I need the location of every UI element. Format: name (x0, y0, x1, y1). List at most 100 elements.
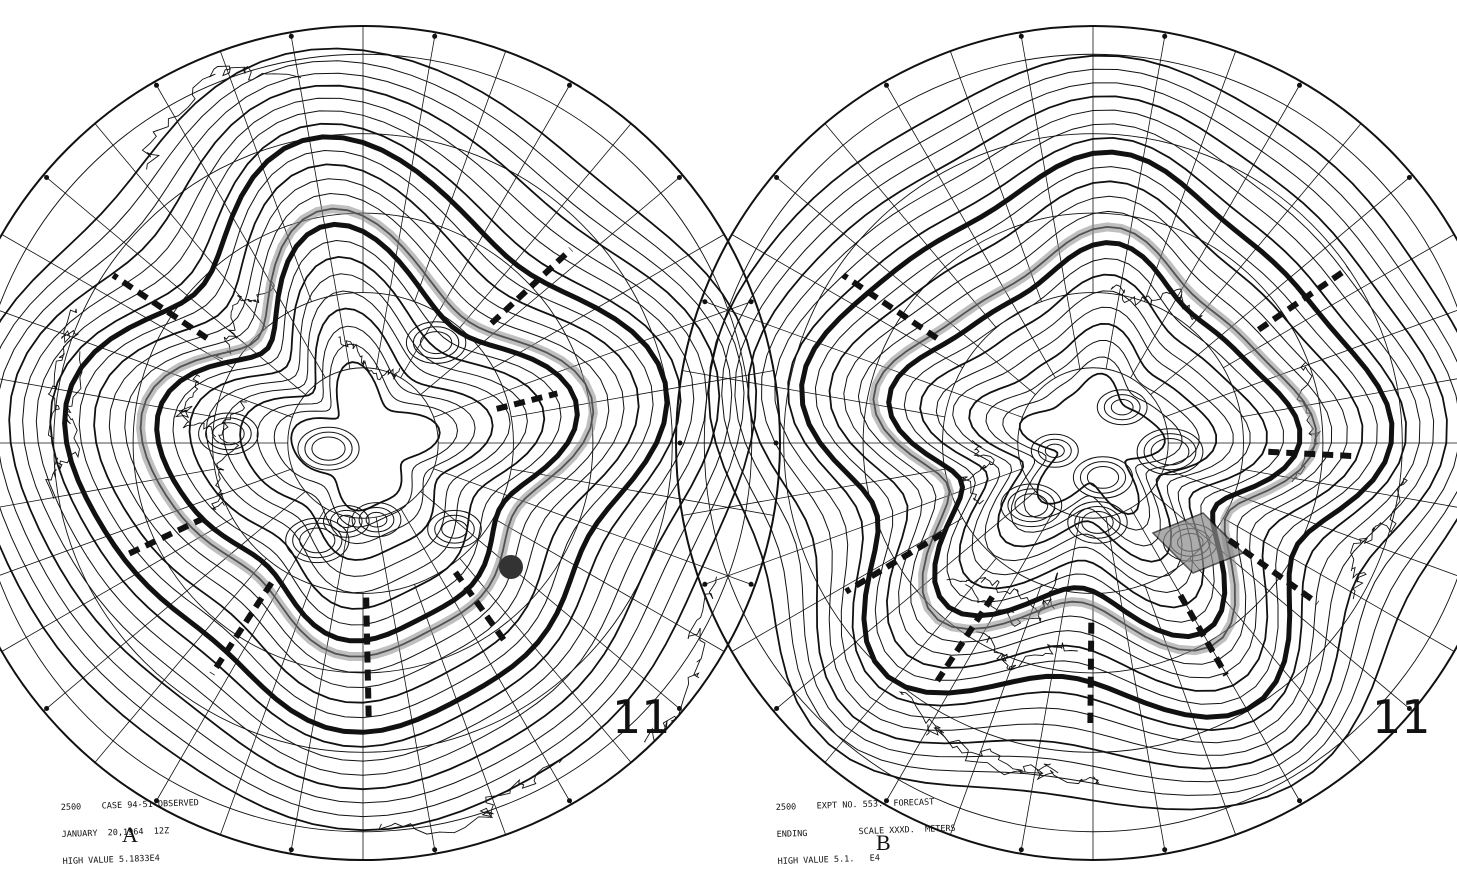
cell-contour (1037, 438, 1072, 463)
limb-marker (702, 299, 708, 305)
meridian-line (0, 370, 215, 418)
meridian-line (883, 507, 1056, 806)
contour-line (0, 60, 745, 818)
coastline (378, 757, 564, 835)
cell-contour (441, 519, 468, 539)
map-rim (675, 25, 1457, 861)
meridian-line (1020, 31, 1081, 369)
cell-contour (427, 509, 482, 549)
limb-marker (44, 706, 50, 711)
coastline (643, 576, 717, 743)
contour-line (747, 95, 1448, 770)
contour-line (93, 163, 640, 704)
contour-icon (0, 47, 758, 832)
meridian-line (0, 233, 233, 369)
limb-marker (676, 175, 682, 180)
meridian-line (1150, 173, 1414, 395)
limb-marker (432, 847, 438, 853)
contour-line (774, 123, 1421, 744)
coastline-icon (45, 65, 717, 835)
map-b-caption: 2500 EXPT NO. 553. FORECAST ENDING SCALE… (775, 780, 957, 876)
coastline (174, 374, 217, 438)
cell-contour (299, 527, 336, 554)
cell-contour (205, 417, 252, 451)
meridian-line (681, 370, 945, 418)
meridian-line (1105, 517, 1166, 855)
limb-marker (154, 798, 159, 804)
limb-marker (1018, 847, 1024, 853)
cell-contour (1014, 493, 1049, 518)
contour-line (985, 340, 1200, 547)
cell-contour (1007, 488, 1056, 523)
limb-marker (1406, 706, 1412, 711)
cell-contour (351, 502, 402, 538)
coastline (976, 631, 1078, 671)
contour-line (814, 166, 1378, 705)
cell-contour (323, 505, 370, 538)
trough-axis (1177, 593, 1229, 677)
cell-contour (285, 517, 350, 564)
limb-marker (1162, 847, 1168, 853)
contour-line (935, 290, 1251, 594)
meridian-line (1163, 468, 1457, 587)
cell-contour (330, 509, 363, 533)
contour-line (22, 97, 708, 776)
meridian-line (681, 468, 945, 516)
limb-marker (1162, 33, 1168, 39)
contour-line (49, 122, 682, 748)
contour-line (0, 47, 758, 832)
trough-axis (1227, 537, 1320, 606)
cell-contour (1136, 428, 1204, 476)
limb-marker (567, 798, 572, 804)
limb-marker (1406, 175, 1412, 180)
contour-line (828, 180, 1364, 692)
contour-line (787, 136, 1407, 732)
coastline (338, 336, 401, 381)
contour-line (273, 343, 459, 528)
meridian-line (1223, 233, 1456, 369)
map-b-caption-line-2: ENDING SCALE XXXD. METERS (776, 823, 956, 840)
filled-low (499, 555, 523, 579)
contour-line (734, 82, 1457, 783)
limb-marker (677, 440, 683, 446)
meridian-line (400, 507, 573, 806)
map-b-caption-line-3: HIGH VALUE 5.1. E4 (777, 853, 881, 867)
meridian-line (1105, 31, 1166, 369)
meridian-line (375, 31, 436, 369)
meridian-line (400, 80, 573, 379)
bold-contour (62, 134, 670, 735)
cell-contour (1067, 501, 1128, 544)
cell-contour (304, 431, 353, 466)
map-b-caption-line-1: 2500 EXPT NO. 553. FORECAST (775, 797, 935, 813)
trough-axis (495, 390, 559, 412)
meridian-lines (675, 25, 1457, 861)
pressure-cells (198, 321, 523, 579)
map-b-forecast (675, 25, 1457, 861)
coastline (210, 401, 247, 511)
meridian-line (290, 31, 351, 369)
cell-contour (337, 514, 356, 529)
contour-line (721, 68, 1457, 796)
cell-contour (311, 436, 346, 461)
limb-marker (702, 581, 708, 587)
meridian-line (823, 558, 997, 764)
map-a-caption-line-3: HIGH VALUE 5.1833E4 (62, 853, 161, 867)
shaded-band (868, 222, 1321, 656)
meridian-line (420, 491, 684, 713)
map-a-caption-line-1: 2500 CASE 94-51 OBSERVED (60, 798, 200, 813)
trough-axis (489, 247, 574, 326)
contour-line (222, 290, 511, 577)
map-a-caption-line-2: JANUARY 20,1964 12Z (61, 826, 170, 840)
trough-axis-icon (841, 265, 1352, 724)
contour-icon (707, 54, 1457, 811)
shaded-band (136, 204, 598, 662)
meridian-line (1020, 517, 1081, 855)
contour-line (872, 225, 1317, 652)
meridian-line (772, 491, 1036, 713)
meridian-line (375, 517, 436, 855)
cell-contour (434, 514, 475, 544)
meridian-line (730, 233, 963, 369)
cell-contour (198, 412, 259, 456)
latitude-circle (287, 367, 439, 519)
